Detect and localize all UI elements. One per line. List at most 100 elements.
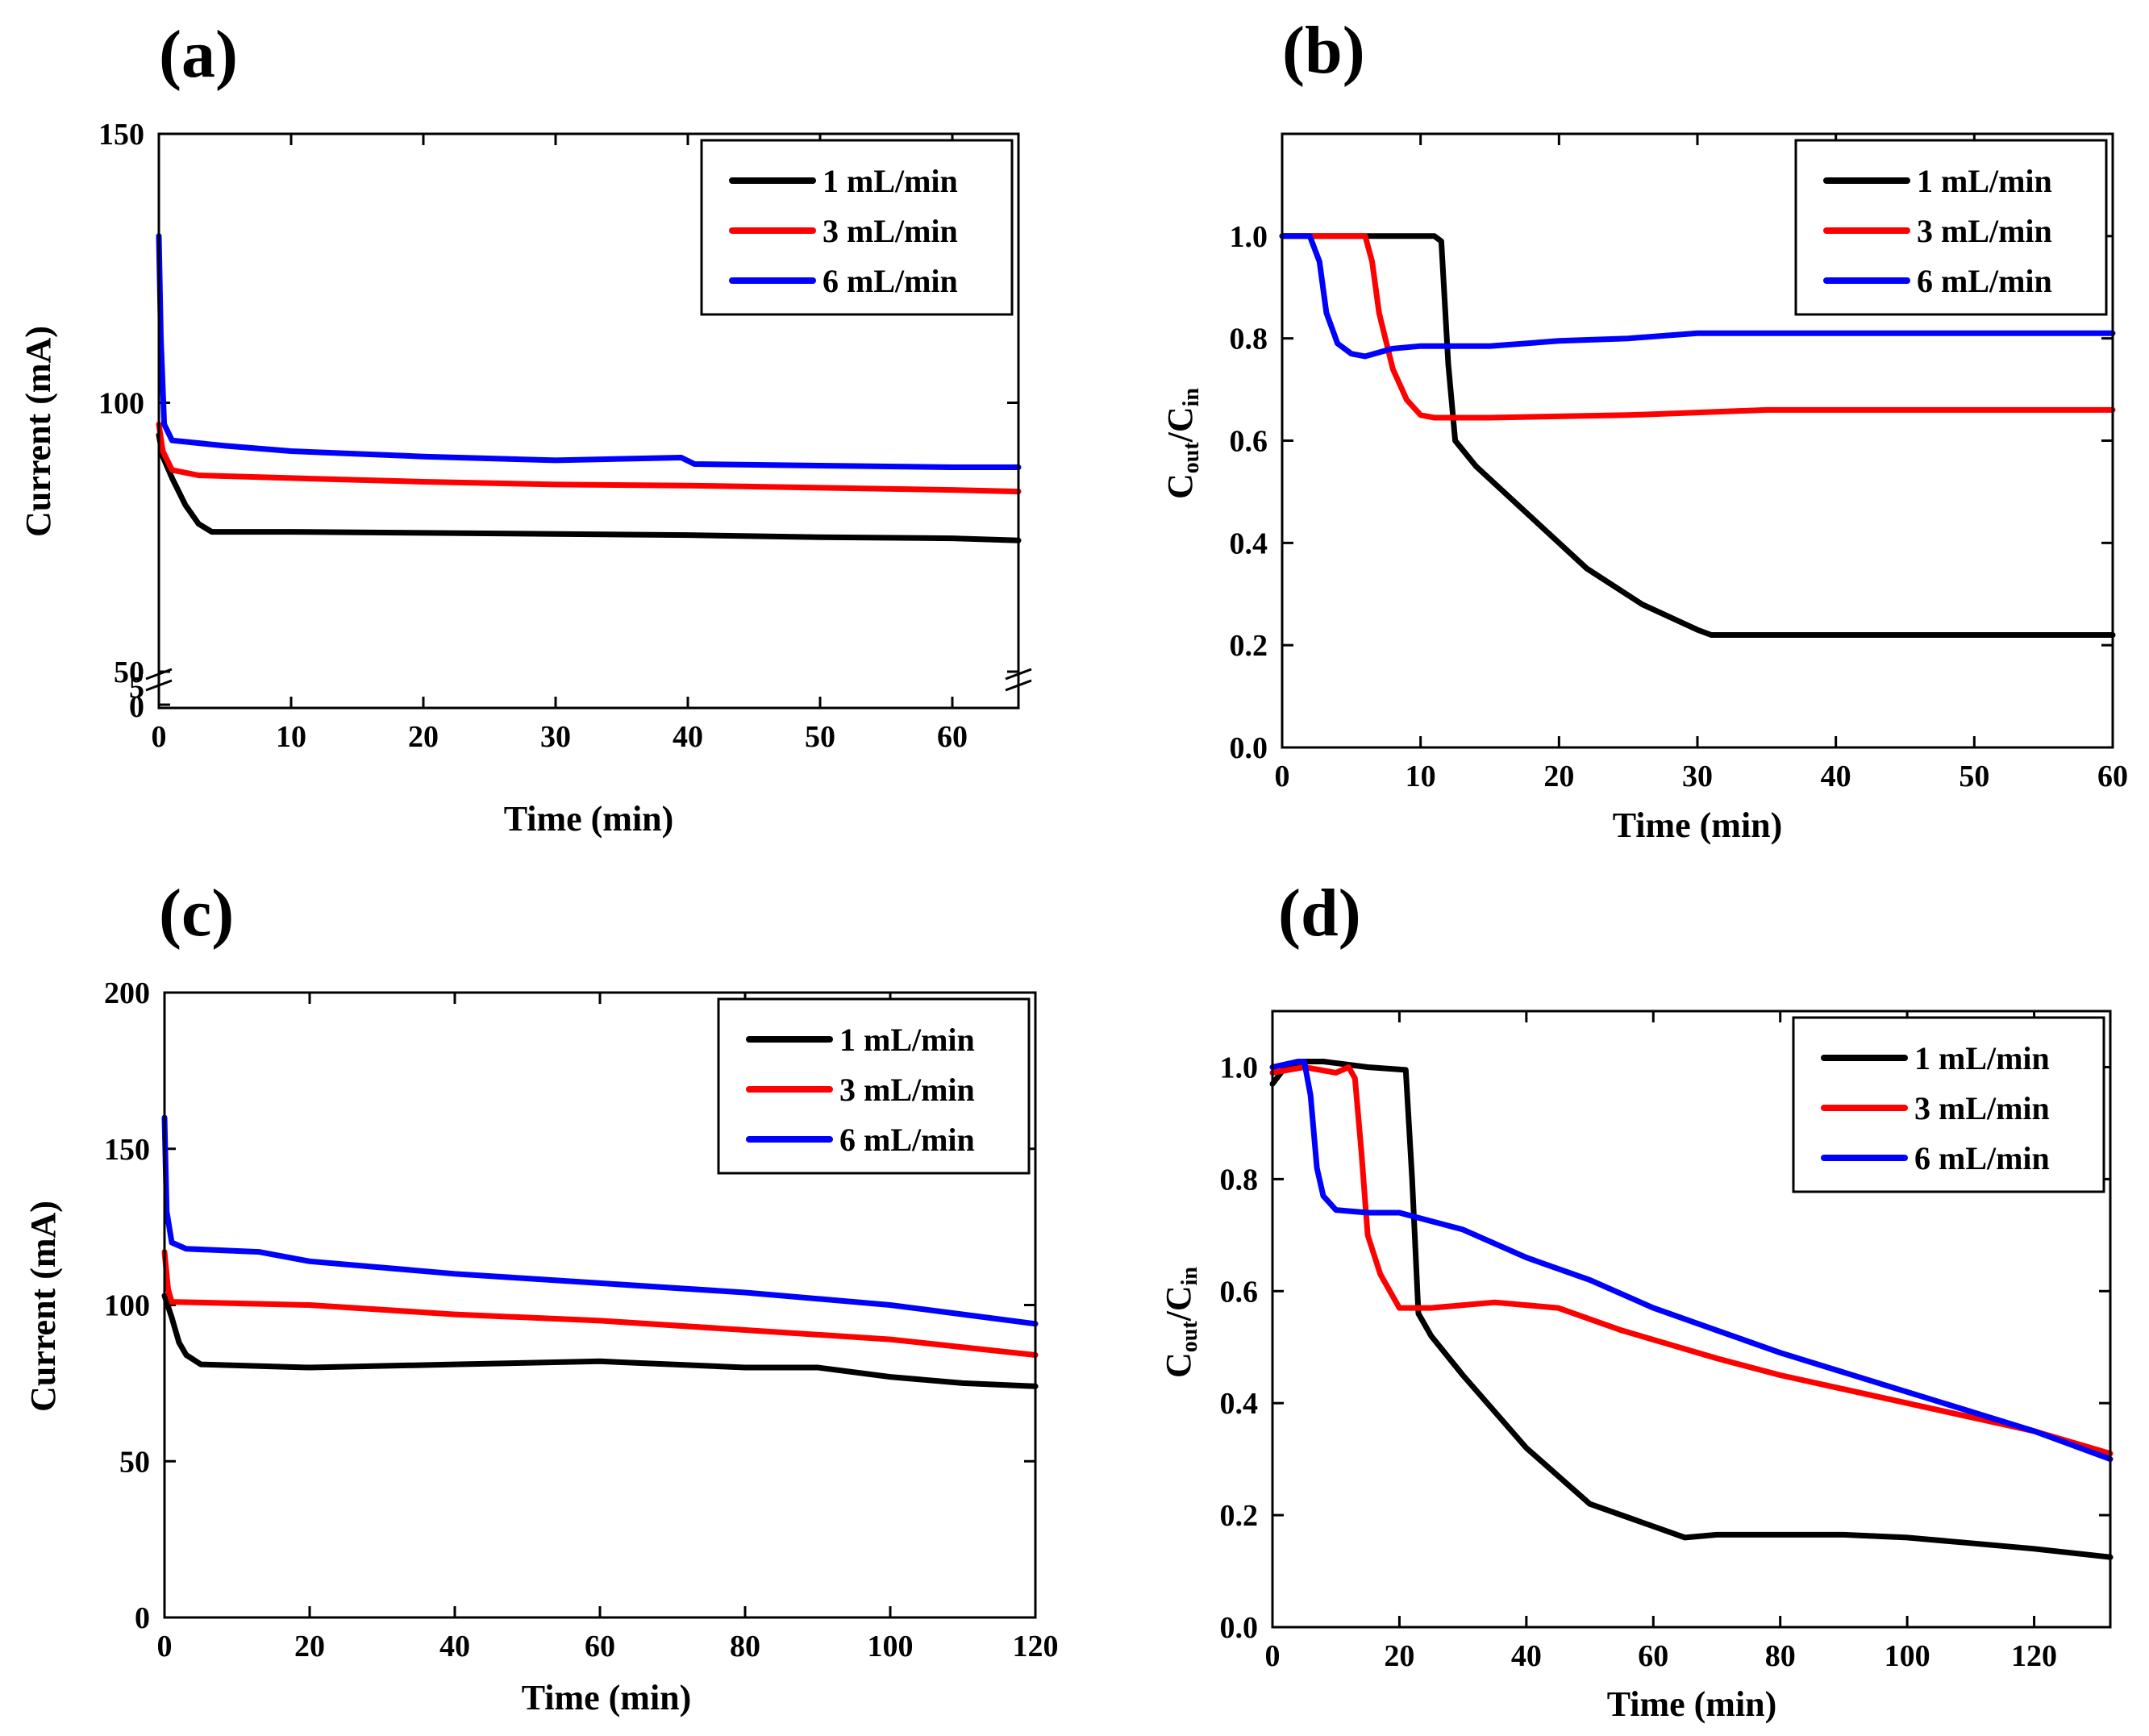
panel-b-series-line-2 xyxy=(1279,233,2116,360)
panel-a-x-tick-label-3: 30 xyxy=(540,720,571,754)
panel-c-y-axis-title: Current (mA) xyxy=(23,1201,63,1412)
panel-a-y-tick-label-2: 150 xyxy=(98,118,144,152)
panel-d-series-line-2 xyxy=(1269,1059,2114,1463)
panel-b-y-tick-label-2: 0.4 xyxy=(1230,527,1268,560)
panel-a-broken-tick-label-1: 0 xyxy=(129,690,144,724)
panel-d-x-tick-label-2: 40 xyxy=(1511,1639,1542,1673)
panel-b-x-tick-label-5: 50 xyxy=(1959,760,1989,793)
panel-d-legend-label-1: 3 mL/min xyxy=(1914,1090,2050,1126)
panel-c-x-tick-label-4: 80 xyxy=(730,1630,760,1663)
panel-c-frame xyxy=(163,991,1037,1619)
panel-a-legend-label-0: 1 mL/min xyxy=(823,163,958,199)
panel-d-x-tick-label-4: 80 xyxy=(1765,1639,1796,1673)
panel-a-x-tick-label-5: 50 xyxy=(805,720,835,754)
panel-c-y-tick-label-4: 200 xyxy=(104,976,150,1010)
panel-d-series-line-1 xyxy=(1269,1064,2114,1457)
panel-d-legend-label-0: 1 mL/min xyxy=(1914,1040,2050,1076)
panel-b-y-axis-title: Cout/Cin xyxy=(1160,388,1204,499)
panel-d-y-tick-label-5: 1.0 xyxy=(1220,1051,1259,1084)
panel-c-x-tick-label-2: 40 xyxy=(439,1630,470,1663)
panel-b-x-tick-label-2: 20 xyxy=(1543,760,1574,793)
panel-d-y-axis-title-c1: C xyxy=(1159,1352,1198,1378)
panel-d-y-axis-title-sub-out: out xyxy=(1177,1321,1202,1353)
panel-b-y-tick-label-4: 0.8 xyxy=(1230,323,1268,356)
panel-c-x-axis-title: Time (min) xyxy=(522,1678,692,1717)
panel-b-label: (b) xyxy=(1282,13,1365,88)
panel-c-legend-label-2: 6 mL/min xyxy=(839,1122,975,1158)
panel-b-x-tick-label-1: 10 xyxy=(1406,760,1436,793)
panel-c: (c) 0 20 40 60 80 100 120 0 50 100 150 200 Time (mi… xyxy=(23,876,1059,1717)
panel-c-x-tick-label-3: 60 xyxy=(585,1630,615,1663)
panel-a-label: (a) xyxy=(159,17,238,92)
panel-d-x-tick-label-6: 120 xyxy=(2011,1639,2057,1673)
panel-b-x-tick-label-3: 30 xyxy=(1682,760,1713,793)
panel-a-x-tick-label-4: 40 xyxy=(673,720,703,754)
panel-b-series-line-0 xyxy=(1279,233,2116,638)
panel-a-series-line-0 xyxy=(156,432,1022,543)
panel-b-frame xyxy=(1281,132,2114,749)
panel-a-legend-label-2: 6 mL/min xyxy=(823,263,958,299)
panel-d-y-tick-label-1: 0.2 xyxy=(1220,1499,1259,1533)
panel-c-x-tick-label-6: 120 xyxy=(1013,1630,1059,1663)
panel-c-label: (c) xyxy=(159,876,234,951)
panel-d-y-axis-title-sub-in: in xyxy=(1177,1267,1202,1286)
panel-a-y-tick-label-1: 100 xyxy=(98,387,144,421)
panel-c-x-tick-label-1: 20 xyxy=(294,1630,325,1663)
panel-d: (d) 0 20 40 60 80 100 120 0.0 0.2 0.4 0.6 0.8 1.0 Ti… xyxy=(1159,876,2114,1724)
panel-c-y-tick-label-0: 0 xyxy=(135,1601,150,1635)
panel-b-x-axis-title: Time (min) xyxy=(1613,806,1783,845)
panel-d-x-axis-title: Time (min) xyxy=(1607,1684,1777,1724)
panel-a-series-line-2 xyxy=(156,233,1022,470)
panel-a-broken-tick-label-0: 5 xyxy=(129,671,144,705)
panel-d-y-tick-label-2: 0.4 xyxy=(1220,1387,1259,1421)
panel-d-legend-label-2: 6 mL/min xyxy=(1914,1140,2050,1176)
panel-c-y-tick-label-2: 100 xyxy=(104,1289,150,1323)
panel-c-y-tick-label-3: 150 xyxy=(104,1133,150,1167)
panel-c-series-line-0 xyxy=(161,1293,1039,1389)
panel-b-legend-label-1: 3 mL/min xyxy=(1917,213,2052,249)
panel-b-y-tick-label-5: 1.0 xyxy=(1230,220,1268,254)
panel-b-series-line-1 xyxy=(1279,233,2116,421)
panel-c-series-line-2 xyxy=(161,1114,1039,1327)
panel-d-label: (d) xyxy=(1278,876,1361,951)
panel-b-x-tick-label-6: 60 xyxy=(2097,760,2128,793)
panel-d-x-tick-label-3: 60 xyxy=(1638,1639,1668,1673)
panel-b-x-tick-label-4: 40 xyxy=(1821,760,1851,793)
panel-a-x-axis-title: Time (min) xyxy=(504,799,674,839)
panel-d-y-tick-label-0: 0.0 xyxy=(1220,1611,1259,1645)
panel-b-y-axis-title-sub-out: out xyxy=(1179,442,1204,474)
panel-d-y-tick-label-3: 0.6 xyxy=(1220,1275,1259,1309)
panel-d-y-axis-title: Cout/Cin xyxy=(1159,1267,1202,1378)
panel-d-x-tick-label-1: 20 xyxy=(1384,1639,1414,1673)
panel-b-legend-label-2: 6 mL/min xyxy=(1917,263,2052,299)
panel-d-series-line-0 xyxy=(1269,1059,2114,1560)
panel-c-x-tick-label-5: 100 xyxy=(868,1630,914,1663)
panel-c-y-tick-label-1: 50 xyxy=(119,1445,150,1479)
panel-a-series-line-1 xyxy=(156,421,1022,495)
panel-a-frame xyxy=(157,132,1020,710)
panel-a-legend-label-1: 3 mL/min xyxy=(823,213,958,249)
panel-d-frame xyxy=(1271,1010,2112,1629)
panel-a-x-tick-label-0: 0 xyxy=(152,720,167,754)
panel-b-y-axis-title-c2: /C xyxy=(1160,406,1200,443)
panel-d-y-tick-label-4: 0.8 xyxy=(1220,1163,1259,1197)
panel-b-y-axis-title-sub-in: in xyxy=(1179,388,1204,407)
panel-c-series-line-1 xyxy=(161,1249,1039,1358)
panel-c-legend-label-0: 1 mL/min xyxy=(839,1022,975,1058)
panel-d-y-axis-title-c2: /C xyxy=(1159,1285,1198,1322)
panel-b-y-tick-label-0: 0.0 xyxy=(1230,731,1268,765)
panel-a-x-tick-label-2: 20 xyxy=(408,720,439,754)
panel-b-y-tick-label-3: 0.6 xyxy=(1230,425,1268,459)
panel-a-x-tick-label-6: 60 xyxy=(937,720,968,754)
panel-b-y-axis-title-c1: C xyxy=(1160,473,1200,499)
panel-b-y-tick-label-1: 0.2 xyxy=(1230,629,1268,663)
panel-b-legend-label-0: 1 mL/min xyxy=(1917,163,2052,199)
panel-c-legend-label-1: 3 mL/min xyxy=(839,1072,975,1108)
panel-d-x-tick-label-0: 0 xyxy=(1265,1639,1281,1673)
panel-a: (a) 0 10 20 30 40 50 60 50 100 150 50 Time (min) C… xyxy=(19,17,1035,839)
panel-c-x-tick-label-0: 0 xyxy=(157,1630,173,1663)
panel-a-y-tick-label-0: 50 xyxy=(114,656,144,689)
panel-a-y-axis-title: Current (mA) xyxy=(19,326,58,537)
panel-d-x-tick-label-5: 100 xyxy=(1885,1639,1930,1673)
